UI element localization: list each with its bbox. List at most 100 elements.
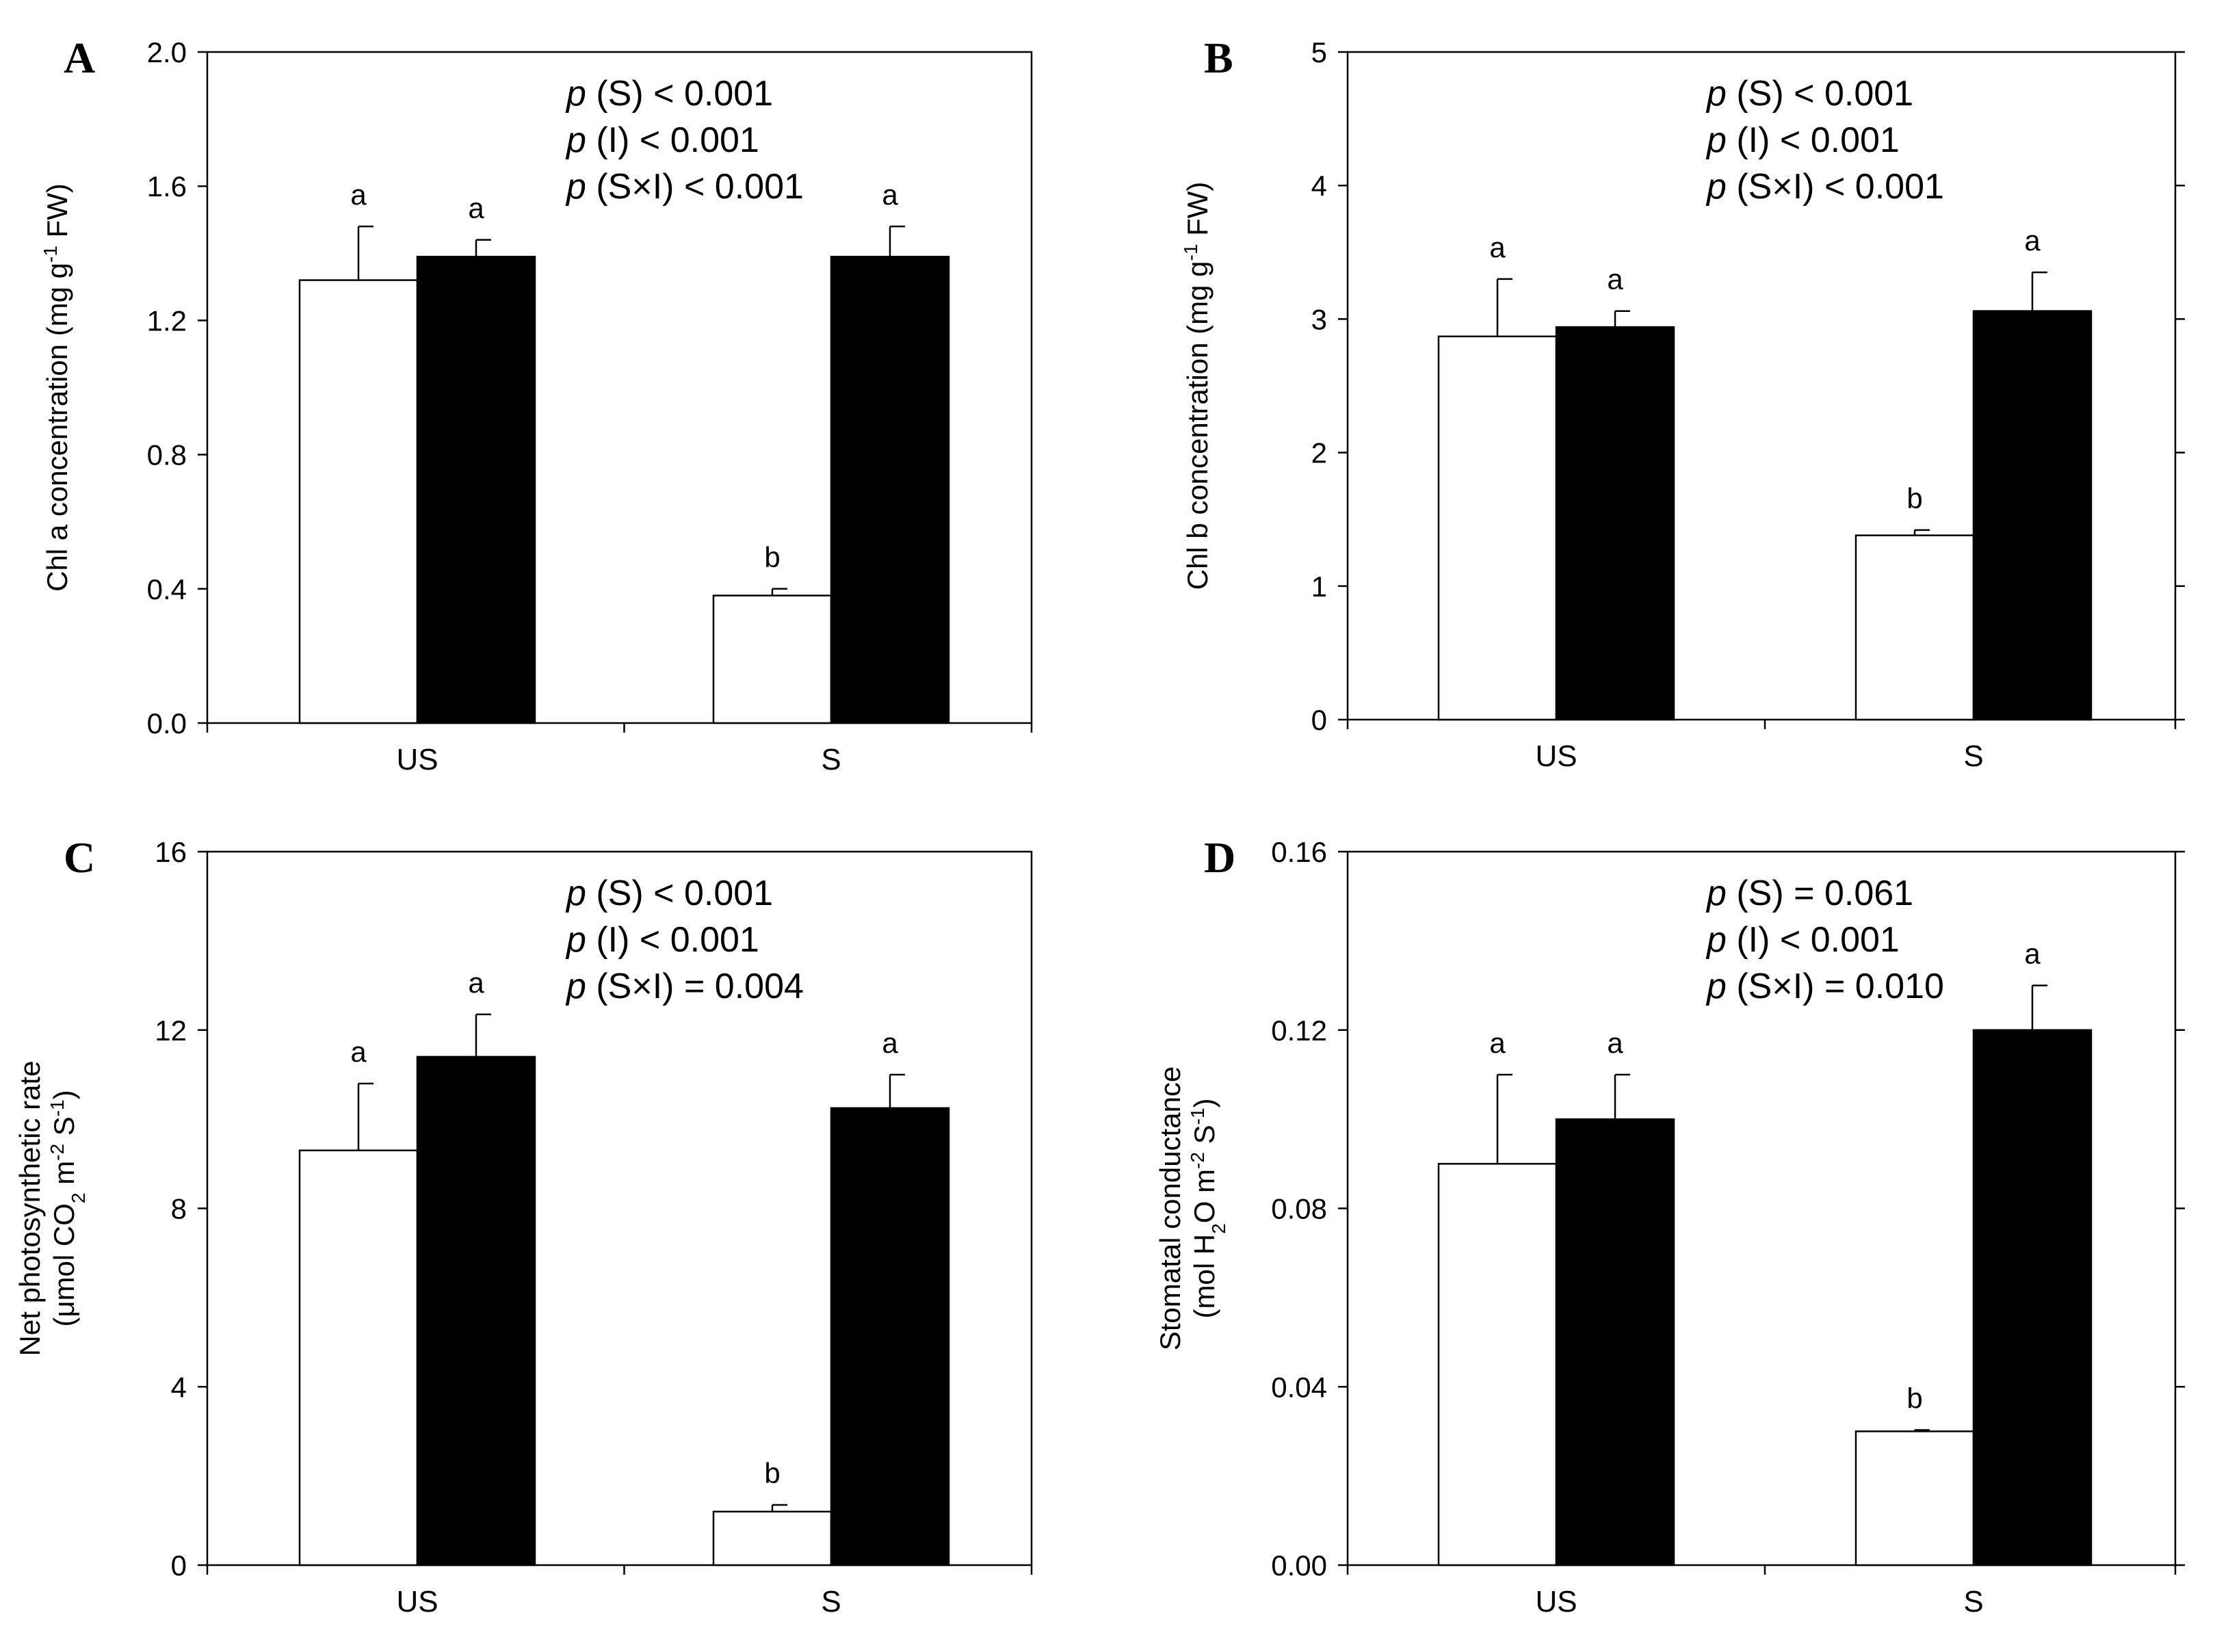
label-part: ): [1188, 1098, 1220, 1107]
significance-letter: b: [764, 541, 780, 573]
label-part: <: [653, 74, 674, 114]
label-part: 0.061: [1815, 874, 1914, 913]
label-part: p: [565, 967, 586, 1006]
label-part: 0.010: [1845, 967, 1944, 1006]
stat-line: p (S×I) < 0.001: [1705, 167, 1944, 207]
significance-letter: a: [1489, 1027, 1506, 1059]
stat-line: p (I) < 0.001: [565, 920, 759, 960]
bar: [416, 1056, 536, 1566]
label-part: 0.001: [1815, 74, 1914, 114]
label-part: <: [684, 167, 705, 207]
label-part: (S×I): [586, 167, 684, 207]
y-tick-label: 5: [1311, 36, 1327, 68]
y-tick-label: 16: [155, 836, 187, 868]
label-part: (S): [1727, 74, 1794, 114]
significance-letter: a: [350, 179, 367, 211]
label-part: =: [1824, 967, 1845, 1006]
label-part: -2: [1187, 1152, 1208, 1169]
label-part: <: [640, 120, 660, 160]
label-part: p: [565, 167, 586, 207]
y-tick-label: 1.6: [147, 170, 187, 202]
stat-line: p (S) < 0.001: [565, 874, 773, 913]
plot-frame: [206, 51, 1033, 724]
label-part: 0.001: [660, 120, 759, 160]
significance-letter: b: [764, 1457, 780, 1489]
label-part: 0.004: [705, 967, 804, 1006]
y-tick-label: 0: [171, 1549, 187, 1582]
y-tick-label: 1: [1311, 571, 1327, 603]
label-part: -1: [40, 246, 61, 263]
label-part: p: [565, 120, 586, 160]
label-part: Chl b concentration (mg g: [1181, 261, 1214, 590]
panel-letter: A: [64, 34, 95, 82]
significance-letter: a: [882, 1027, 898, 1059]
bar: [298, 279, 419, 724]
y-tick-label: 2: [1311, 437, 1327, 469]
label-part: FW): [1181, 182, 1214, 244]
y-tick-label: 3: [1311, 303, 1327, 335]
label-part: (mol H: [1188, 1234, 1220, 1319]
label-part: ): [48, 1090, 80, 1099]
bar: [416, 255, 536, 724]
significance-letter: b: [1906, 482, 1922, 514]
x-category-label: S: [1963, 1585, 1983, 1618]
label-part: O m: [1188, 1169, 1220, 1223]
y-axis-label: Chl b concentration (mg g-1 FW): [1180, 182, 1214, 590]
bar: [1437, 335, 1558, 721]
label-part: 0.001: [1845, 167, 1944, 207]
label-part: p: [1705, 74, 1727, 114]
label-part: <: [1794, 74, 1814, 114]
label-part: <: [1780, 920, 1800, 960]
significance-letter: a: [882, 179, 898, 211]
y-axis-label-line1: Stomatal conductance: [1154, 1066, 1186, 1351]
label-part: (S): [586, 74, 653, 114]
x-category-label: S: [821, 1585, 841, 1618]
significance-letter: a: [468, 967, 484, 999]
stat-line: p (S×I) < 0.001: [565, 167, 804, 207]
label-part: (S×I): [1727, 167, 1824, 207]
bar: [1972, 310, 2093, 721]
label-part: <: [1824, 167, 1845, 207]
y-tick-label: 0.0: [147, 707, 187, 739]
label-part: 2: [1208, 1223, 1229, 1234]
label-part: (I): [1727, 120, 1780, 160]
y-tick-label: 1.2: [147, 304, 187, 337]
label-part: -1: [1187, 1107, 1208, 1125]
stat-line: p (S×I) = 0.004: [565, 967, 804, 1006]
label-part: 0.001: [1800, 120, 1900, 160]
panel-letter: D: [1204, 833, 1235, 882]
x-category-label: US: [1535, 739, 1577, 773]
bar: [830, 1107, 950, 1566]
label-part: 0.001: [705, 167, 804, 207]
bar: [1854, 534, 1975, 721]
y-tick-label: 0.8: [147, 439, 187, 471]
label-part: -1: [47, 1099, 68, 1116]
label-part: p: [1705, 167, 1727, 207]
y-tick-label: 8: [171, 1193, 187, 1225]
y-tick-label: 4: [171, 1371, 187, 1403]
y-axis-label: (mol H2O m-2 S-1): [1187, 1098, 1229, 1318]
label-part: 0.001: [674, 874, 774, 913]
significance-letter: a: [350, 1036, 367, 1068]
bar: [1437, 1163, 1558, 1566]
label-part: (μmol CO: [48, 1203, 80, 1327]
label-part: (S): [1727, 874, 1794, 913]
label-part: 0.001: [660, 920, 759, 960]
y-tick-label: 0.12: [1271, 1014, 1327, 1047]
label-part: -1: [1180, 244, 1201, 261]
x-category-label: US: [396, 743, 438, 776]
significance-letter: a: [2024, 938, 2041, 970]
label-part: S: [48, 1116, 80, 1144]
bar: [712, 1510, 833, 1566]
label-part: p: [565, 74, 586, 114]
label-part: S: [1188, 1125, 1220, 1152]
y-tick-label: 0.04: [1271, 1371, 1327, 1403]
label-part: m: [48, 1161, 80, 1193]
label-part: (S×I): [586, 967, 684, 1006]
label-part: 0.001: [1800, 920, 1900, 960]
y-axis-label: (μmol CO2 m-2 S-1): [47, 1090, 89, 1326]
label-part: FW): [41, 183, 73, 246]
y-tick-label: 0: [1311, 704, 1327, 736]
bar: [298, 1149, 419, 1566]
